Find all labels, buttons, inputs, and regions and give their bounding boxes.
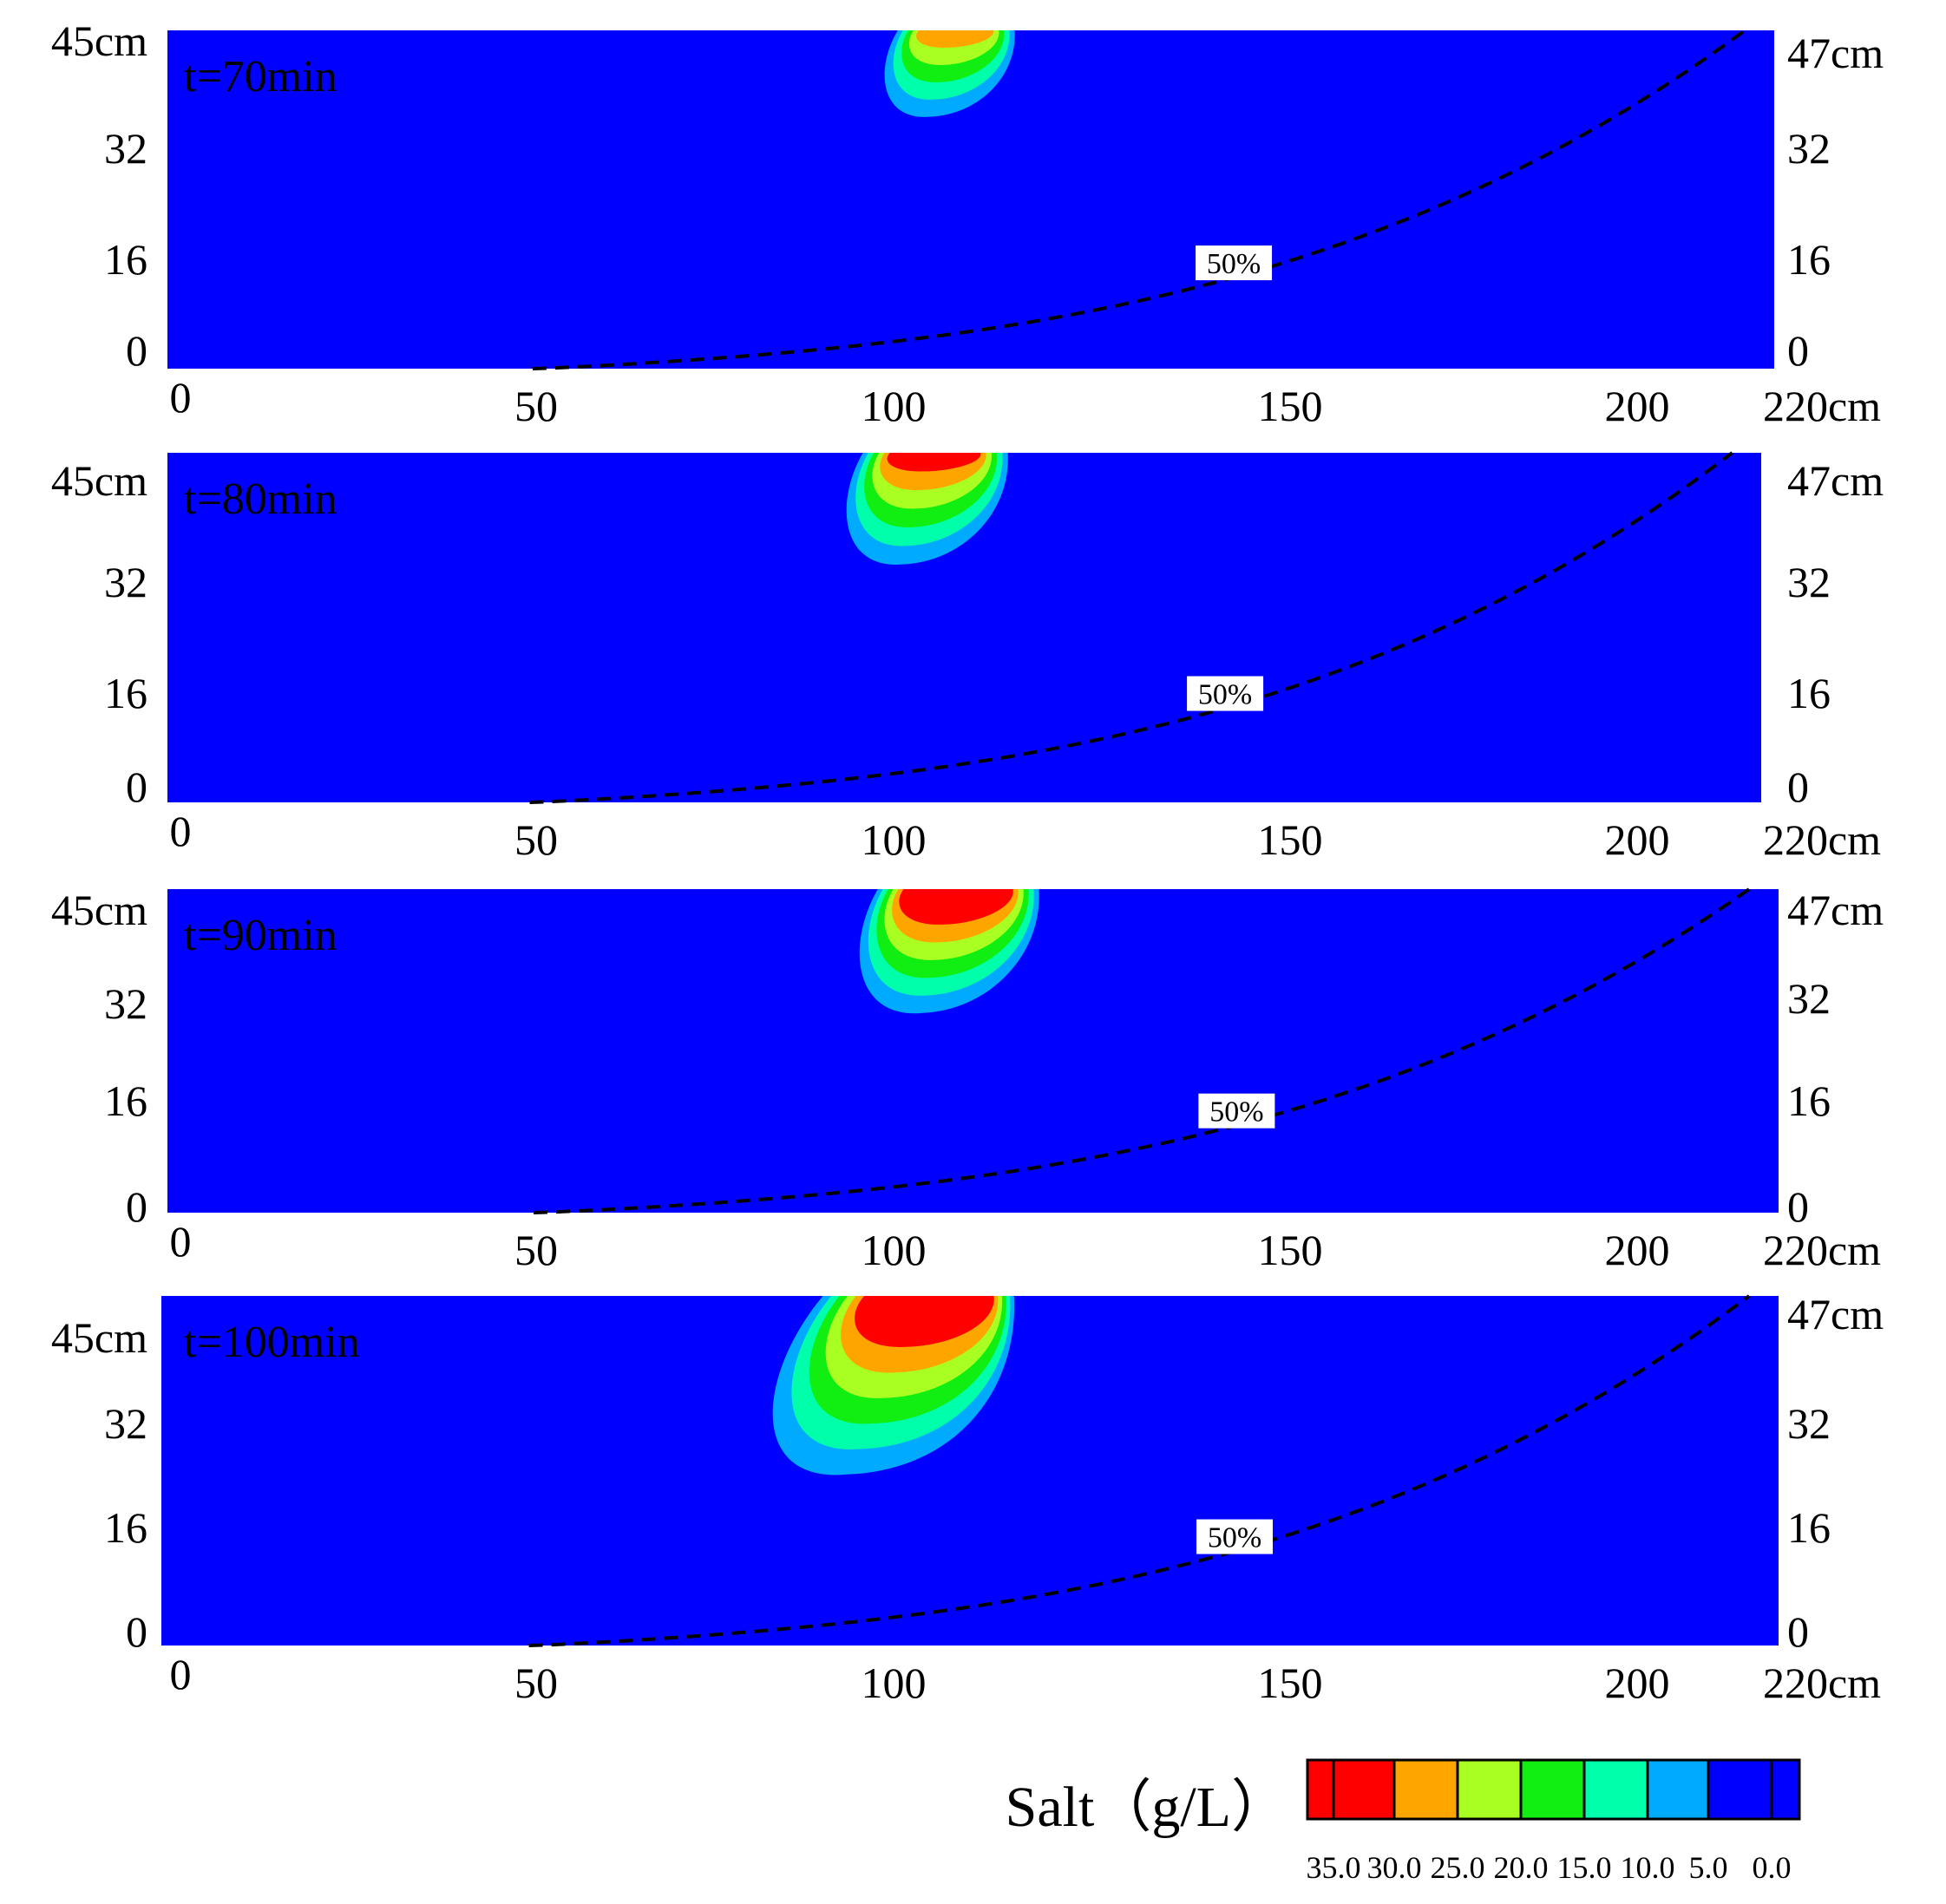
contour-label-box <box>1198 1093 1275 1129</box>
y-right-tick-label: 0 <box>1787 762 1809 811</box>
colorbar-swatch <box>1582 1758 1649 1821</box>
x-tick-label: 220cm <box>1763 382 1881 430</box>
x-tick-label: 100 <box>862 382 927 430</box>
x-tick-label: 200 <box>1605 382 1670 430</box>
x-tick-label: 0 <box>170 1217 192 1266</box>
y-left-tick-label: 45cm <box>51 886 147 934</box>
colorbar-tick-label: 30.0 <box>1367 1850 1422 1885</box>
colorbar-swatch <box>1306 1758 1335 1821</box>
colorbar-tick-label: 5.0 <box>1689 1850 1728 1885</box>
y-left-tick-label: 45cm <box>51 1313 147 1362</box>
y-right-tick-label: 0 <box>1787 1607 1809 1656</box>
y-right-tick-label: 47cm <box>1787 1290 1884 1338</box>
contour-label: 50% <box>1209 1096 1263 1129</box>
y-right-tick-label: 16 <box>1787 1503 1831 1552</box>
colorbar-swatch <box>1332 1758 1396 1821</box>
y-left-tick-label: 45cm <box>51 456 147 505</box>
x-tick-label: 220cm <box>1763 815 1881 864</box>
y-left-tick-label: 0 <box>126 1607 147 1656</box>
time-label: t=80min <box>184 474 337 524</box>
contour-label: 50% <box>1207 248 1261 280</box>
interface-50-percent-line <box>533 887 1751 1214</box>
y-right-tick-label: 16 <box>1787 669 1831 717</box>
y-right-tick-label: 0 <box>1787 1182 1809 1231</box>
colorbar-label: Salt（g/L） <box>1006 1776 1288 1839</box>
time-label: t=100min <box>184 1318 360 1367</box>
x-tick-label: 150 <box>1258 815 1323 864</box>
colorbar-swatch <box>1456 1758 1523 1821</box>
x-tick-label: 100 <box>862 815 927 864</box>
contour-label: 50% <box>1208 1522 1261 1554</box>
colorbar-swatch <box>1707 1758 1773 1821</box>
colorbar-tick-label: 0.0 <box>1753 1850 1792 1885</box>
x-tick-label: 50 <box>514 1226 558 1274</box>
plume-band-5 <box>916 30 994 48</box>
x-tick-label: 150 <box>1258 382 1323 430</box>
y-left-tick-label: 32 <box>104 1399 147 1448</box>
y-right-tick-label: 47cm <box>1787 886 1884 934</box>
y-right-tick-label: 16 <box>1787 1076 1831 1125</box>
plume-band-7 <box>867 1296 991 1322</box>
interface-50-percent-line <box>528 1294 1751 1647</box>
contour-label-box <box>1187 676 1264 711</box>
interface-50-percent-line <box>532 29 1746 370</box>
colorbar-swatch <box>1770 1758 1801 1821</box>
colorbar-tick-label: 15.0 <box>1557 1850 1612 1885</box>
y-right-tick-label: 47cm <box>1787 29 1884 77</box>
x-tick-label: 150 <box>1258 1659 1323 1707</box>
colorbar-tick-label: 35.0 <box>1307 1850 1361 1885</box>
y-right-tick-label: 32 <box>1787 558 1831 606</box>
x-tick-label: 100 <box>862 1659 927 1707</box>
x-tick-label: 0 <box>170 807 192 855</box>
x-tick-label: 50 <box>514 1659 558 1707</box>
y-right-tick-label: 16 <box>1787 235 1831 284</box>
contour-label-box <box>1196 1519 1274 1554</box>
y-left-tick-label: 16 <box>104 235 147 284</box>
x-tick-label: 220cm <box>1763 1659 1881 1707</box>
x-tick-label: 150 <box>1258 1226 1323 1274</box>
y-left-tick-label: 0 <box>126 326 147 375</box>
y-left-tick-label: 45cm <box>51 16 147 65</box>
time-label: t=70min <box>184 52 337 101</box>
y-left-tick-label: 0 <box>126 1182 147 1231</box>
y-left-tick-label: 16 <box>104 1076 147 1125</box>
y-left-tick-label: 0 <box>126 762 147 811</box>
colorbar-tick-label: 10.0 <box>1621 1850 1675 1885</box>
x-tick-label: 200 <box>1605 1659 1670 1707</box>
x-tick-label: 220cm <box>1763 1226 1881 1274</box>
contour-label: 50% <box>1198 679 1252 711</box>
time-label: t=90min <box>184 911 337 960</box>
colorbar-swatch <box>1646 1758 1710 1821</box>
colorbar-swatch <box>1392 1758 1459 1821</box>
x-tick-label: 50 <box>514 815 558 864</box>
y-right-tick-label: 0 <box>1787 326 1809 375</box>
colorbar: Salt（g/L） 35.0 30.0 25.0 20.0 15.0 10.0 5.0 0.0 <box>1006 1758 1801 1885</box>
x-tick-label: 100 <box>862 1226 927 1274</box>
x-tick-label: 50 <box>514 382 558 430</box>
plume-band-6 <box>887 453 981 472</box>
x-tick-label: 0 <box>170 373 192 422</box>
x-tick-label: 200 <box>1605 815 1670 864</box>
colorbar-tick-label: 20.0 <box>1494 1850 1549 1885</box>
y-left-tick-label: 32 <box>104 558 147 606</box>
y-left-tick-label: 32 <box>104 979 147 1028</box>
colorbar-swatch <box>1519 1758 1586 1821</box>
colorbar-tick-label: 25.0 <box>1431 1850 1485 1885</box>
plume-band-7 <box>906 889 1008 907</box>
y-right-tick-label: 32 <box>1787 124 1831 173</box>
y-right-tick-label: 32 <box>1787 1399 1831 1448</box>
x-tick-label: 0 <box>170 1650 192 1698</box>
y-left-tick-label: 16 <box>104 669 147 717</box>
y-left-tick-label: 16 <box>104 1503 147 1552</box>
y-right-tick-label: 32 <box>1787 974 1831 1023</box>
y-left-tick-label: 32 <box>104 124 147 173</box>
contour-label-box <box>1196 245 1273 281</box>
x-tick-label: 200 <box>1605 1226 1670 1274</box>
y-right-tick-label: 47cm <box>1787 456 1884 505</box>
